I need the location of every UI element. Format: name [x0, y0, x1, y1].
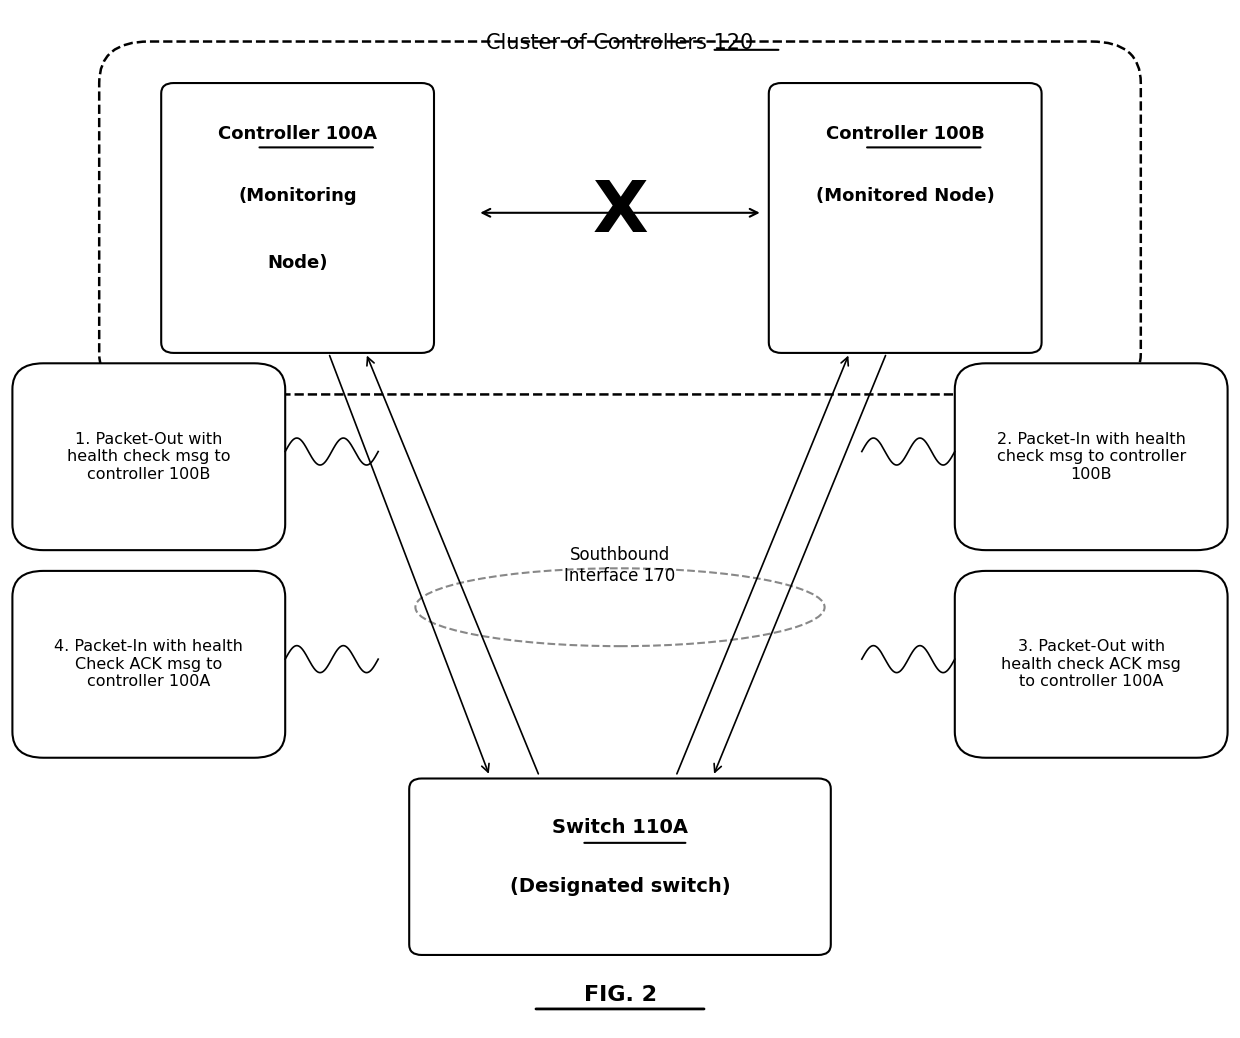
Text: (Monitored Node): (Monitored Node) [816, 187, 994, 204]
Text: FIG. 2: FIG. 2 [584, 985, 656, 1005]
FancyBboxPatch shape [12, 363, 285, 550]
Text: Switch 110A: Switch 110A [552, 818, 688, 837]
Text: 2. Packet-In with health
check msg to controller
100B: 2. Packet-In with health check msg to co… [997, 432, 1185, 482]
Text: X: X [593, 179, 647, 247]
Text: Controller 100B: Controller 100B [826, 125, 985, 142]
Text: (Designated switch): (Designated switch) [510, 877, 730, 896]
Text: Controller 100A: Controller 100A [218, 125, 377, 142]
Text: Node): Node) [268, 254, 327, 272]
FancyBboxPatch shape [769, 83, 1042, 353]
FancyBboxPatch shape [12, 571, 285, 758]
Text: 1. Packet-Out with
health check msg to
controller 100B: 1. Packet-Out with health check msg to c… [67, 432, 231, 482]
Text: (Monitoring: (Monitoring [238, 187, 357, 204]
Text: Cluster of Controllers 120: Cluster of Controllers 120 [486, 33, 754, 53]
FancyBboxPatch shape [955, 571, 1228, 758]
Text: 4. Packet-In with health
Check ACK msg to
controller 100A: 4. Packet-In with health Check ACK msg t… [55, 639, 243, 689]
FancyBboxPatch shape [409, 778, 831, 955]
Text: Southbound
Interface 170: Southbound Interface 170 [564, 546, 676, 585]
FancyBboxPatch shape [161, 83, 434, 353]
Text: 3. Packet-Out with
health check ACK msg
to controller 100A: 3. Packet-Out with health check ACK msg … [1001, 639, 1182, 689]
FancyBboxPatch shape [955, 363, 1228, 550]
